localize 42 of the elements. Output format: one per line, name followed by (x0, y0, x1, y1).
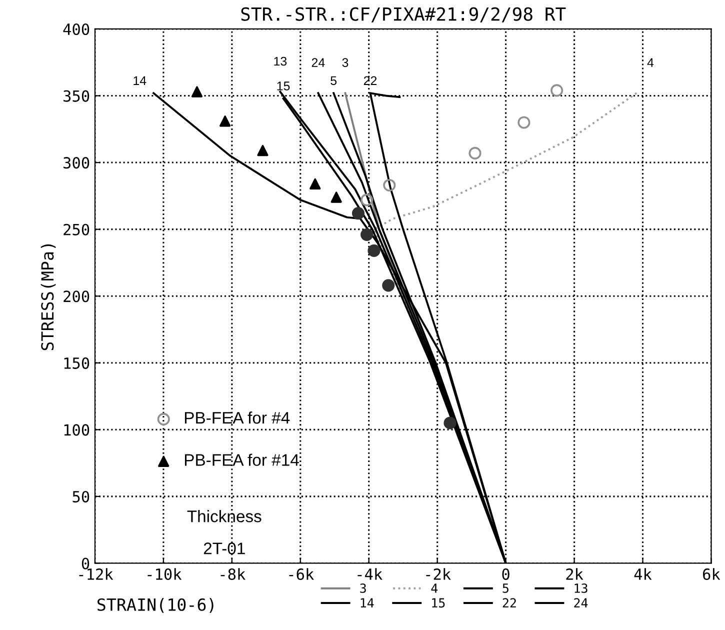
legend-label: PB-FEA for #14 (184, 454, 299, 466)
text: 4 (647, 58, 654, 67)
legend-label: 5 (502, 584, 508, 593)
x-tick-label: 4k (634, 568, 652, 580)
legend-label: 15 (432, 598, 445, 608)
y-tick-label: 150 (64, 357, 90, 369)
legend-label: 22 (502, 598, 516, 608)
x-tick-label: 2k (566, 568, 584, 580)
annotation: Thickness (187, 510, 262, 522)
y-tick-label: 300 (64, 157, 90, 169)
text: 14 (134, 76, 146, 85)
legend-label: 13 (574, 583, 588, 593)
legend-label: 4 (431, 584, 438, 593)
x-tick-label: -12k (79, 568, 114, 580)
y-tick-label: 100 (64, 424, 90, 436)
chart-title: STR.-STR.:CF/PIXA#21:9/2/98 RT (241, 7, 566, 22)
legend-label: 24 (574, 598, 588, 608)
text: 13 (274, 56, 287, 66)
x-tick-label: 0 (502, 568, 510, 580)
text: 5 (330, 76, 337, 86)
y-tick-label: 350 (64, 90, 90, 102)
x-tick-label: -10k (148, 568, 182, 580)
text: 3 (342, 58, 348, 68)
text: 24 (312, 58, 325, 67)
annotation: 2T-01 (204, 542, 245, 554)
text: 22 (364, 76, 377, 85)
x-tick-label: -8k (220, 568, 246, 580)
x-tick-label: -6k (289, 568, 314, 580)
y-axis-title: STRESS(MPa) (40, 244, 56, 350)
x-tick-label: -2k (426, 568, 451, 580)
y-tick-label: 50 (72, 490, 90, 502)
y-tick-label: 200 (64, 290, 90, 302)
y-tick-label: 250 (64, 224, 90, 236)
y-tick-label: 0 (82, 558, 90, 570)
x-tick-label: -4k (358, 568, 382, 580)
legend-label: 14 (360, 598, 374, 608)
x-tick-label: 6k (703, 568, 720, 580)
y-tick-label: 400 (63, 23, 90, 36)
legend-label: 3 (360, 583, 366, 593)
legend-label: PB-FEA for #4 (184, 411, 290, 424)
text: 15 (277, 82, 290, 90)
x-axis-title: STRAIN(10-6) (98, 598, 214, 613)
